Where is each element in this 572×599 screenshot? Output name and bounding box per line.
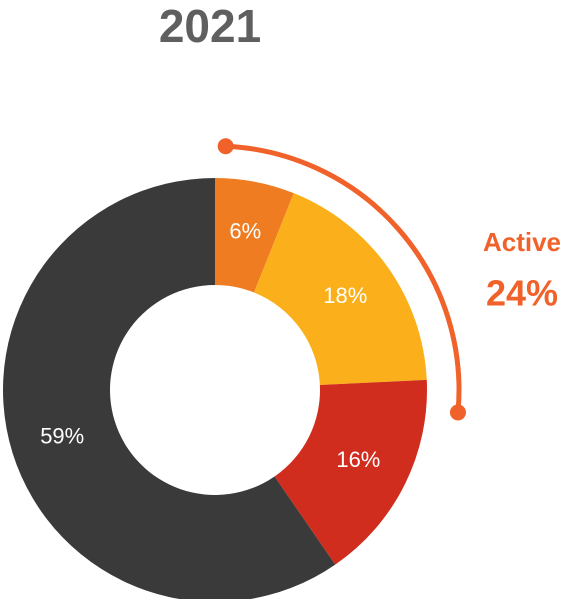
donut-slice [274,379,428,565]
data-label: 6% [229,219,261,244]
annotation-value: 24% [486,273,558,314]
annotation-text: Active [483,227,561,257]
data-label: 59% [40,423,84,448]
chart-title: 2021 [159,0,261,52]
donut-slice [215,178,294,293]
data-label: 16% [336,447,380,472]
donut-slice [254,193,427,386]
annotation-arc [225,143,462,413]
data-label: 18% [323,283,367,308]
annotation-dot [217,138,234,155]
annotation-dot [449,404,466,421]
donut-slice [3,178,336,599]
